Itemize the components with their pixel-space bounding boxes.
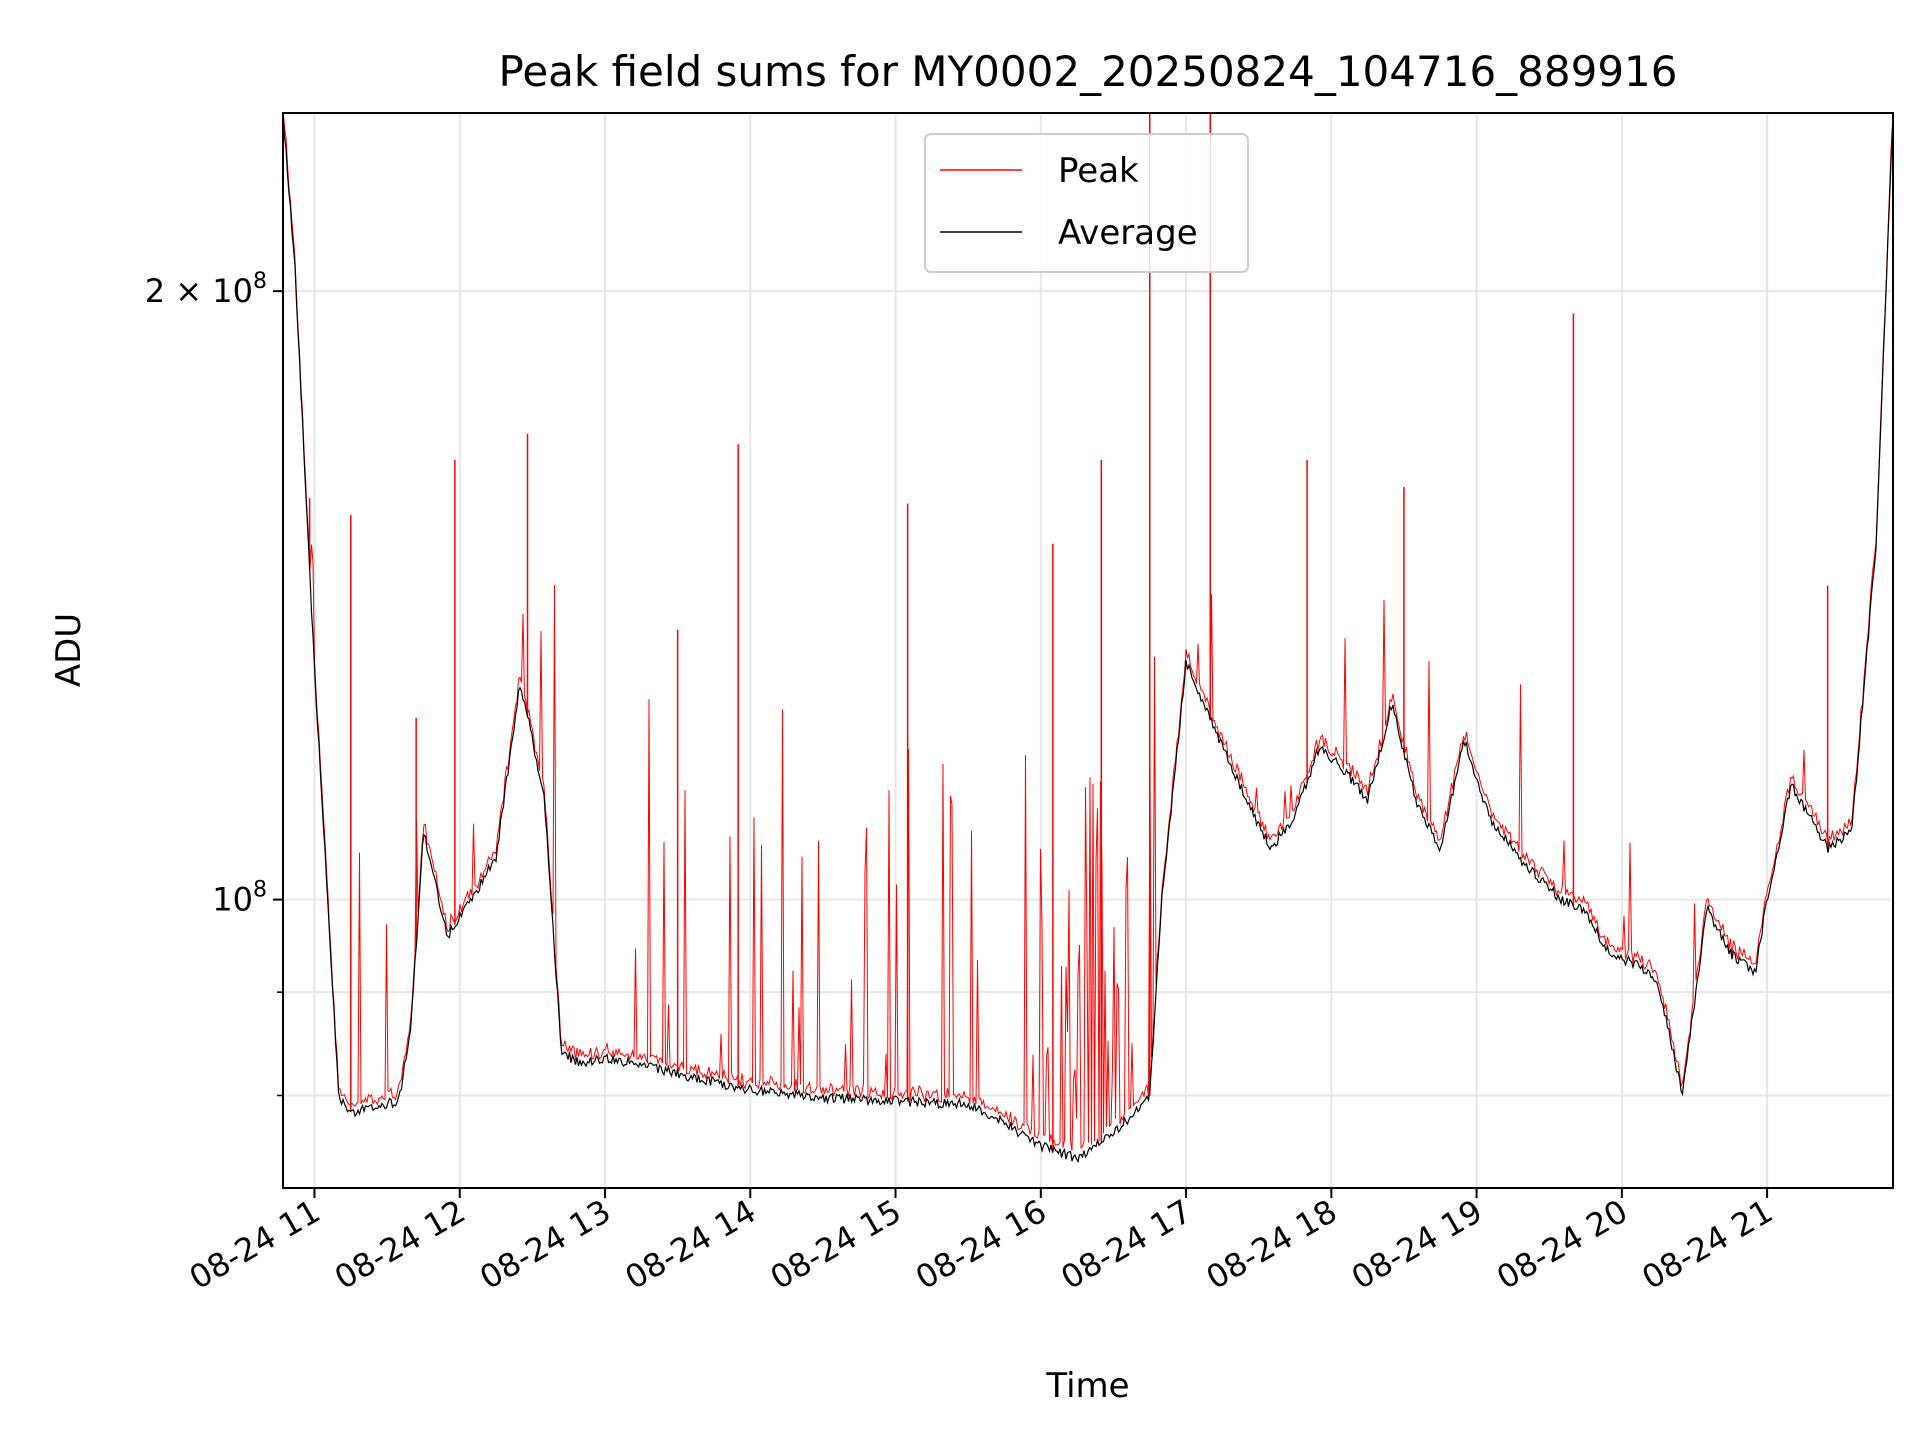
y-axis-label: ADU [49,613,89,687]
y-tick-label-exponent: 8 [253,878,267,903]
legend: Peak Average [924,133,1249,273]
axes-frame [282,112,1894,1189]
legend-box [924,133,1249,273]
x-axis-label: Time [1045,1366,1129,1406]
y-tick-label: 2 × 108 [145,269,267,310]
y-tick-label-exponent: 8 [253,269,267,294]
y-tick-label-base: 2 × 10 [145,272,253,310]
chart-title: Peak field sums for MY0002_20250824_1047… [498,47,1677,96]
y-tick-label: 108 [212,878,267,919]
legend-label-average: Average [1058,213,1198,253]
average-line [283,114,1893,1164]
plot-area [283,113,1893,1164]
y-tick-label-base: 10 [212,881,253,919]
legend-label-peak: Peak [1058,151,1139,191]
